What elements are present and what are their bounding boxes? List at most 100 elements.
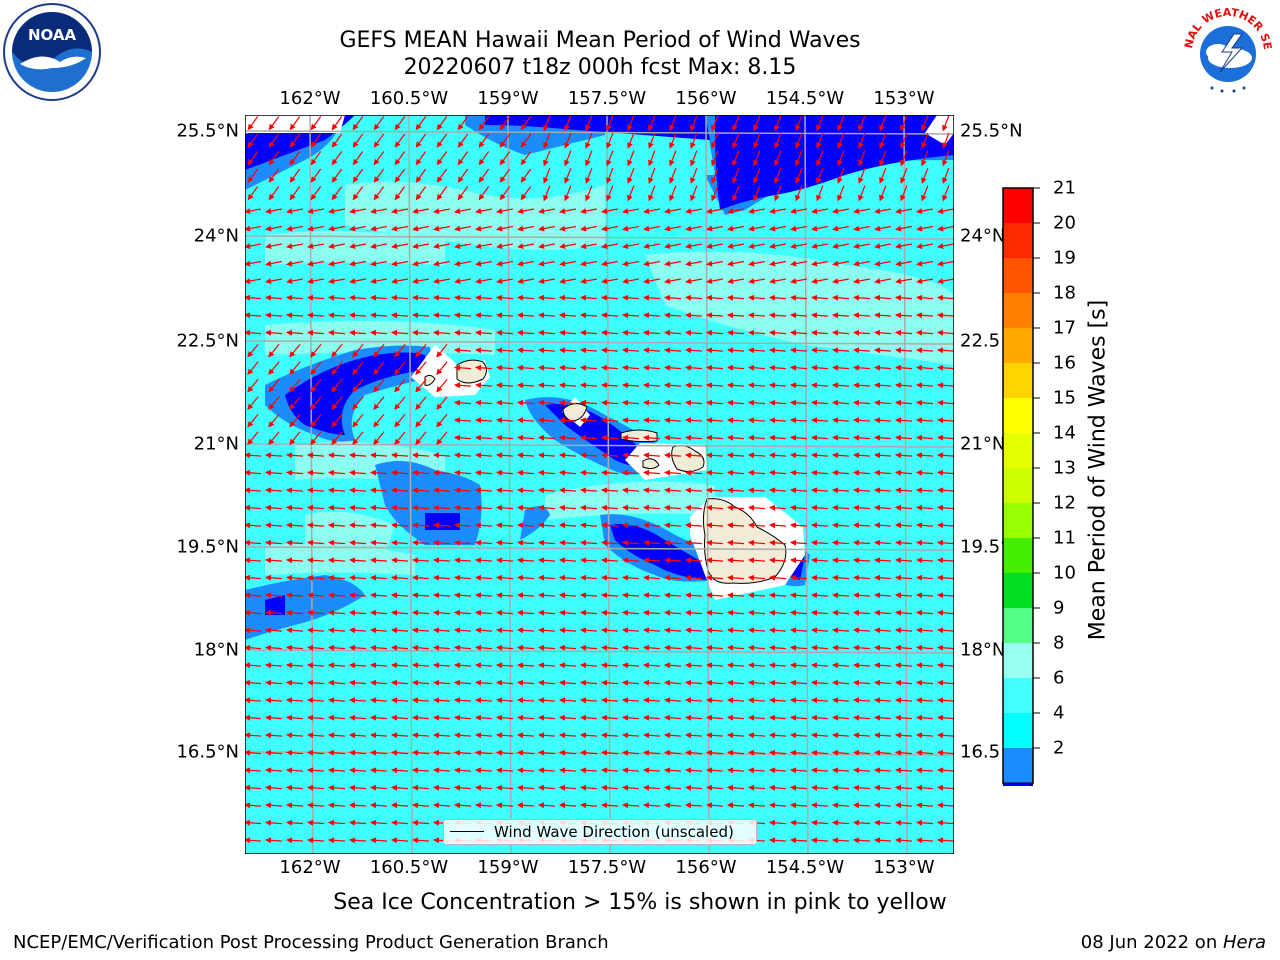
wave-direction-arrow [916,243,934,250]
wave-direction-arrow [543,132,551,149]
wave-direction-arrow [685,329,703,336]
wave-direction-arrow [520,168,532,183]
wave-direction-arrow [879,150,887,167]
wave-direction-arrow [622,399,640,406]
wave-direction-arrow [289,186,301,201]
wave-direction-arrow [732,115,740,132]
wave-direction-arrow [538,504,556,511]
wave-direction-arrow [942,150,950,167]
wave-direction-arrow [286,208,304,215]
wave-direction-arrow [937,225,954,232]
wave-direction-arrow [559,364,577,371]
wave-direction-arrow [580,469,598,476]
wave-direction-arrow [559,487,577,494]
wave-direction-arrow [774,115,782,132]
wave-direction-arrow [370,208,388,215]
wave-direction-arrow [727,312,745,319]
wave-direction-arrow [895,208,913,215]
wave-direction-arrow [307,469,325,476]
wave-direction-arrow [837,132,845,149]
wave-direction-arrow [748,208,766,215]
wave-direction-arrow [790,260,808,267]
wave-direction-arrow [790,278,808,285]
wave-direction-arrow [748,487,766,494]
wave-direction-arrow [727,225,745,232]
wave-direction-arrow [247,378,259,393]
wave-direction-arrow [412,329,430,336]
wave-direction-arrow [370,225,388,232]
wave-direction-arrow [874,294,892,301]
wave-direction-arrow [685,312,703,319]
wave-direction-arrow [790,522,808,529]
wave-direction-arrow [895,522,913,529]
wave-direction-arrow [648,132,656,149]
wave-direction-arrow [937,539,954,546]
wave-direction-arrow [622,417,640,424]
wave-direction-arrow [811,347,829,354]
wave-direction-arrow [496,278,514,285]
wave-direction-arrow [289,133,301,148]
wave-direction-arrow [496,434,514,441]
wave-direction-arrow [706,557,724,564]
wave-direction-arrow [748,225,766,232]
wave-direction-arrow [247,186,259,201]
wave-direction-arrow [874,504,892,511]
wave-direction-arrow [622,469,640,476]
wave-direction-arrow [328,522,346,529]
wave-direction-arrow [937,522,954,529]
wave-direction-arrow [879,185,887,202]
wave-direction-arrow [601,469,619,476]
wave-direction-arrow [268,343,280,358]
wave-direction-arrow [811,329,829,336]
wave-direction-arrow [664,347,682,354]
wave-direction-arrow [543,115,551,132]
wave-direction-arrow [874,382,892,389]
wave-direction-arrow [832,294,850,301]
wave-direction-arrow [816,185,824,202]
wave-direction-arrow [816,167,824,184]
wave-direction-arrow [538,417,556,424]
colorbar-label: Mean Period of Wind Waves [s] [1085,299,1111,641]
wave-direction-arrow [538,294,556,301]
wave-direction-arrow [412,294,430,301]
wave-direction-arrow [916,347,934,354]
wave-direction-arrow [769,487,787,494]
wave-direction-arrow [790,434,808,441]
colorbar-segment [1003,398,1033,433]
wave-direction-arrow [394,343,406,358]
wave-direction-arrow [790,347,808,354]
wave-direction-arrow [415,151,427,166]
footer-date: 08 Jun 2022 on Hera [1081,932,1266,953]
wave-direction-arrow [643,504,661,511]
wave-direction-arrow [475,487,493,494]
wave-direction-arrow [685,539,703,546]
lat-label-right: 25.5°N [960,120,1023,142]
colorbar-tick-label: 4 [1053,702,1065,724]
wave-direction-arrow [879,167,887,184]
wave-direction-arrow [433,294,451,301]
wave-direction-arrow [669,185,677,202]
wave-direction-arrow [832,434,850,441]
wave-direction-arrow [454,452,472,459]
wave-direction-arrow [790,312,808,319]
wave-direction-arrow [664,434,682,441]
wave-direction-arrow [307,557,325,564]
wave-direction-arrow [832,312,850,319]
wave-direction-arrow [748,260,766,267]
wave-direction-arrow [627,132,635,149]
wave-direction-arrow [916,208,934,215]
wave-direction-arrow [685,260,703,267]
wave-direction-arrow [454,399,472,406]
wave-direction-arrow [245,260,262,267]
wave-direction-arrow [517,278,535,285]
wave-direction-arrow [874,399,892,406]
wave-direction-arrow [543,167,551,184]
wave-direction-arrow [832,225,850,232]
wave-direction-arrow [900,132,908,149]
wave-direction-arrow [769,539,787,546]
wave-direction-arrow [727,522,745,529]
wave-direction-arrow [289,343,301,358]
wave-direction-arrow [538,260,556,267]
wave-direction-arrow [268,133,280,148]
wave-direction-arrow [245,504,262,511]
